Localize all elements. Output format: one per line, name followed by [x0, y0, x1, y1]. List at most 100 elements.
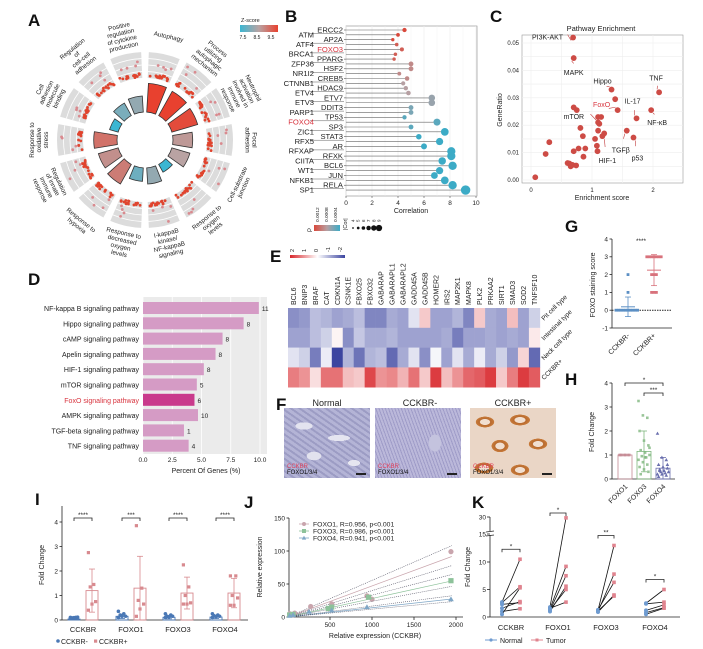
gene-dot — [190, 180, 194, 184]
bar — [143, 439, 189, 452]
x-tick-label: 0.0 — [138, 457, 147, 464]
sample-point — [637, 399, 640, 403]
x-tick-label: FOXO3 — [165, 625, 190, 634]
gene-label: ZIC1 — [298, 127, 314, 136]
heatmap-cell — [507, 367, 519, 388]
sample-point — [655, 255, 658, 259]
x-tick-label: 1000 — [365, 622, 380, 629]
annotation-arrow — [571, 60, 574, 64]
gene-dot — [187, 212, 191, 215]
heatmap-cell — [452, 347, 464, 368]
lollipop-dot — [428, 99, 436, 107]
paired-fold-change-plot — [485, 512, 680, 618]
sample-point — [134, 524, 138, 528]
gene-dot — [213, 101, 217, 104]
heatmap-cell — [485, 308, 497, 329]
gene-dot — [77, 138, 80, 142]
significance-label: * — [643, 377, 646, 384]
lollipop-dot — [404, 76, 410, 81]
sample-point — [629, 308, 632, 312]
gene-dot — [204, 115, 207, 119]
sample-point — [647, 470, 650, 474]
gene-dot — [118, 76, 122, 80]
gene-dot — [86, 166, 90, 170]
panel-label-g: G — [565, 217, 578, 236]
sample-point — [638, 465, 641, 469]
gene-dot — [208, 134, 212, 138]
gene-dot — [203, 111, 207, 115]
gene-dot — [104, 188, 107, 192]
legend-marker — [56, 639, 60, 643]
gene-dot — [186, 187, 190, 190]
heatmap-cell — [364, 327, 376, 348]
x-tick-label: 6 — [422, 200, 426, 207]
y-tick-label: 5 — [482, 587, 486, 594]
gene-dot — [217, 166, 221, 170]
gene-dot — [162, 65, 165, 69]
heatmap-cell — [375, 308, 387, 329]
ring-gridline — [66, 91, 80, 119]
sample-point — [662, 468, 666, 472]
pathway-point — [656, 89, 662, 96]
x-tick-label: 0 — [529, 188, 533, 194]
sample-point — [663, 471, 667, 475]
legend-tick: 8.5 — [254, 35, 261, 41]
sample-point — [230, 593, 234, 598]
ring-gridline — [183, 67, 207, 87]
legend-tick: 4 — [351, 219, 356, 222]
heatmap-cell — [353, 347, 365, 368]
zscore-bar — [167, 147, 191, 168]
sample-point — [631, 308, 635, 312]
ring-gridline — [112, 214, 142, 222]
gene-dot — [119, 199, 123, 203]
ring-gridline — [83, 67, 107, 87]
pathway-bar-chart — [142, 297, 267, 454]
lollipop-dot — [397, 71, 402, 76]
sample-point — [660, 455, 664, 459]
heatmap-cell — [353, 327, 365, 348]
gene-dot — [201, 170, 205, 174]
sample-point — [72, 615, 76, 620]
pair-line — [549, 575, 567, 611]
ihc-image-cckbr-neg: CCKBR FOXO1/3/4 — [375, 408, 461, 478]
gene-dot — [89, 176, 93, 180]
heatmap-cell — [408, 367, 420, 388]
ring-gridline — [76, 127, 79, 153]
heatmap-cell — [298, 367, 311, 388]
legend-label: Normal — [500, 638, 523, 645]
pathway-point — [570, 34, 576, 41]
x-tick-label: FOXO1 — [118, 625, 143, 634]
heatmap-cell — [496, 308, 508, 329]
x-axis-label: Enrichment score — [575, 195, 630, 202]
gene-dot — [60, 135, 63, 139]
sample-point — [643, 451, 647, 454]
gene-dot — [126, 201, 130, 205]
sample-point — [647, 444, 650, 447]
significance-label: **** — [78, 512, 89, 519]
lollipop-dot — [403, 85, 409, 91]
gene-dot — [207, 137, 211, 141]
legend-tick: -2 — [338, 247, 344, 252]
pathway-point — [577, 125, 584, 131]
legend-tick: 7 — [366, 219, 371, 222]
gene-dot — [209, 100, 213, 104]
heatmap-cell — [463, 367, 475, 388]
normal-point — [596, 608, 600, 613]
x-tick-label: FOXO4 — [212, 625, 237, 634]
bar — [143, 363, 204, 376]
heatmap-cell — [419, 347, 431, 368]
caption-marker: CCKBR — [378, 464, 400, 470]
pathway-point — [570, 55, 577, 61]
heatmap-cell — [419, 327, 431, 348]
tumor-point — [518, 606, 522, 611]
column-label: BNIP3 — [302, 285, 309, 305]
heatmap-cell — [517, 327, 530, 348]
sample-point — [650, 291, 653, 294]
heatmap-cell — [517, 347, 530, 368]
lollipop-dot — [408, 124, 414, 130]
heatmap-cell — [496, 347, 508, 368]
zscore-bar — [128, 165, 144, 182]
y-tick-label: 1 — [604, 290, 608, 297]
gene-dot — [165, 76, 169, 80]
gene-dot — [99, 71, 103, 75]
